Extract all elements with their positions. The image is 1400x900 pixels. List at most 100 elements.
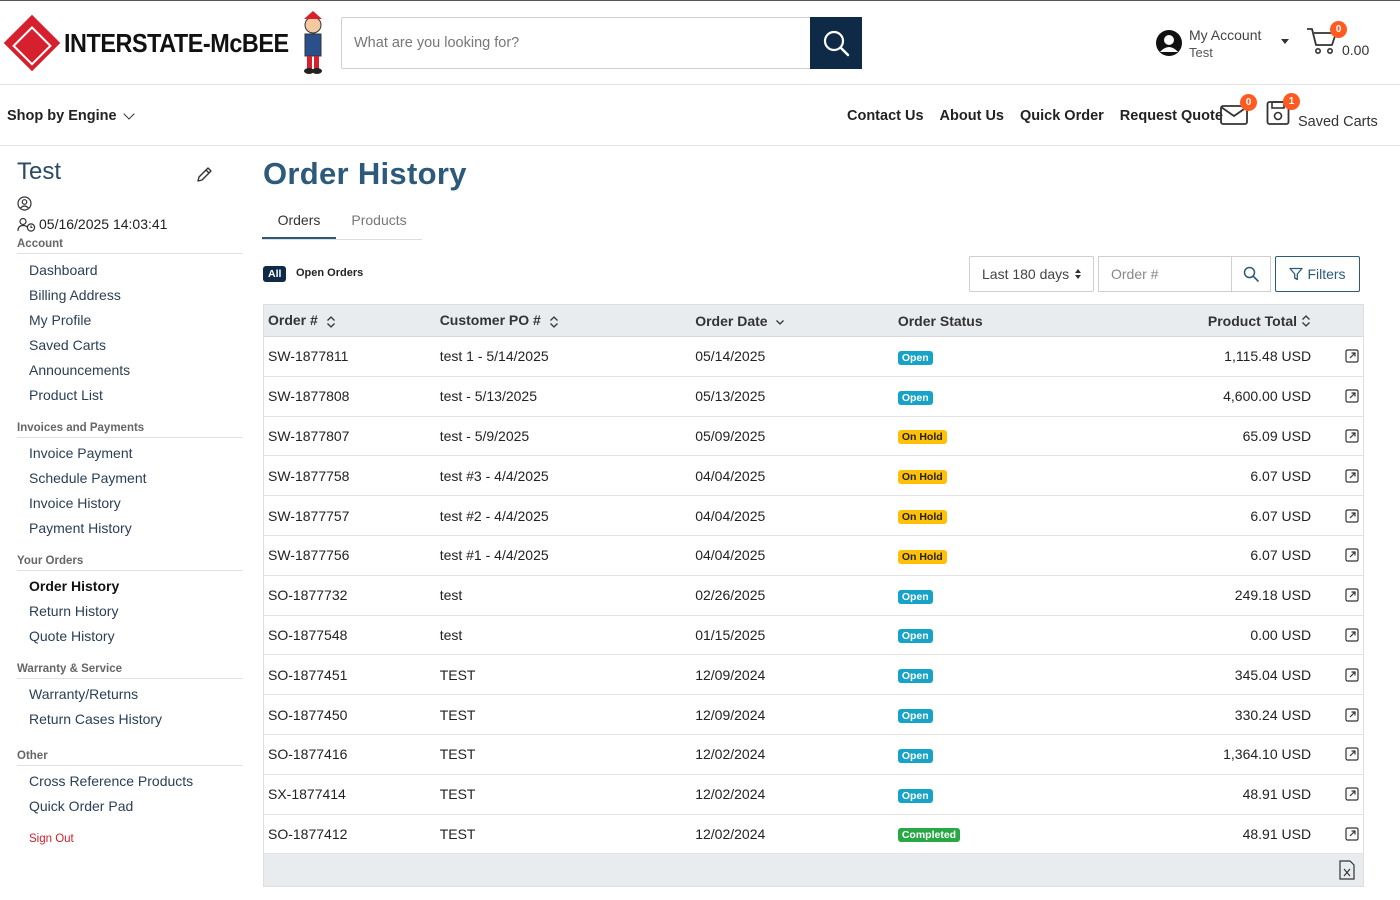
order-number-cell[interactable]: SO-1877450 xyxy=(268,706,348,723)
brand-logo[interactable]: INTERSTATE-McBEE xyxy=(3,11,314,75)
sidebar-item-saved-carts[interactable]: Saved Carts xyxy=(29,337,107,353)
mail-icon xyxy=(1220,105,1248,125)
nav-request-quote[interactable]: Request Quote xyxy=(1119,108,1223,124)
excel-export-icon[interactable] xyxy=(1339,860,1355,880)
order-date-cell: 01/15/2025 xyxy=(695,626,766,643)
sidebar-item-schedule-payment[interactable]: Schedule Payment xyxy=(29,470,147,486)
external-link-icon[interactable] xyxy=(1345,389,1359,403)
order-date-cell: 02/26/2025 xyxy=(695,587,766,604)
nav-contact-us[interactable]: Contact Us xyxy=(847,108,924,124)
external-link-icon[interactable] xyxy=(1345,747,1359,761)
sidebar-item-return-cases[interactable]: Return Cases History xyxy=(29,711,163,727)
search-button[interactable] xyxy=(810,17,862,69)
filter-all-pill[interactable]: All xyxy=(263,266,287,282)
customer-po-cell: TEST xyxy=(439,746,476,763)
nav-quick-order[interactable]: Quick Order xyxy=(1019,108,1104,124)
table-row[interactable]: SW-1877807 test - 5/9/2025 05/09/2025 On Ho… xyxy=(264,417,1363,457)
col-order-number[interactable]: Order # xyxy=(264,312,435,328)
table-row[interactable]: SO-1877416 TEST 12/02/2024 Open 1,364.10 USD xyxy=(264,735,1363,775)
table-row[interactable]: SO-1877548 test 01/15/2025 Open 0.00 USD xyxy=(264,616,1363,656)
sidebar-item-return-history[interactable]: Return History xyxy=(29,603,119,619)
tab-orders[interactable]: Orders xyxy=(262,205,336,239)
order-number-cell[interactable]: SO-1877412 xyxy=(268,825,348,842)
external-link-icon[interactable] xyxy=(1345,707,1359,722)
external-link-icon[interactable] xyxy=(1345,628,1359,642)
table-row[interactable]: SW-1877757 test #2 - 4/4/2025 04/04/2025 On… xyxy=(264,496,1363,536)
sidebar-item-quick-order-pad[interactable]: Quick Order Pad xyxy=(29,798,134,814)
order-number-cell[interactable]: SW-1877758 xyxy=(268,467,350,484)
cart-button[interactable]: 0 0.00 xyxy=(1306,21,1369,60)
table-row[interactable]: SX-1877414 TEST 12/02/2024 Open 48.91 USD xyxy=(264,775,1363,815)
nav-about-us[interactable]: About Us xyxy=(939,108,1004,124)
order-number-cell[interactable]: SO-1877732 xyxy=(268,587,348,604)
search-input[interactable] xyxy=(342,18,810,68)
product-total-cell: 48.91 USD xyxy=(1242,786,1312,803)
external-link-icon[interactable] xyxy=(1345,429,1359,443)
filters-button[interactable]: Filters xyxy=(1275,256,1360,292)
order-number-cell[interactable]: SW-1877756 xyxy=(268,547,350,564)
sidebar-item-invoice-history[interactable]: Invoice History xyxy=(29,495,121,511)
sidebar-item-billing-address[interactable]: Billing Address xyxy=(29,287,121,303)
status-badge: Open xyxy=(897,629,933,644)
order-search-button[interactable] xyxy=(1231,257,1270,291)
order-number-cell[interactable]: SO-1877416 xyxy=(268,746,348,763)
order-tabs: Orders Products xyxy=(262,205,422,240)
col-order-date[interactable]: Order Date xyxy=(690,313,893,329)
table-row[interactable]: SO-1877412 TEST 12/02/2024 Completed 48.91 U… xyxy=(264,815,1363,855)
table-row[interactable]: SW-1877758 test #3 - 4/4/2025 04/04/2025 On… xyxy=(264,456,1363,497)
tab-products[interactable]: Products xyxy=(351,212,407,228)
status-badge: On Hold xyxy=(897,549,947,564)
col-customer-po[interactable]: Customer PO # xyxy=(435,312,691,328)
sidebar-item-product-list[interactable]: Product List xyxy=(29,387,103,403)
external-link-icon[interactable] xyxy=(1345,787,1359,801)
table-row[interactable]: SW-1877756 test #1 - 4/4/2025 04/04/2025 On… xyxy=(264,536,1363,576)
external-link-icon[interactable] xyxy=(1345,349,1359,363)
order-number-cell[interactable]: SW-1877808 xyxy=(268,388,350,405)
messages-button[interactable]: 0 xyxy=(1220,94,1257,130)
order-date-cell: 12/02/2024 xyxy=(695,786,766,803)
external-link-icon[interactable] xyxy=(1345,469,1359,483)
table-row[interactable]: SO-1877450 TEST 12/09/2024 Open 330.24 USD xyxy=(264,695,1363,735)
sidebar-item-warranty-returns[interactable]: Warranty/Returns xyxy=(29,686,139,702)
external-link-icon[interactable] xyxy=(1345,548,1359,562)
external-link-icon[interactable] xyxy=(1345,827,1359,841)
order-number-cell[interactable]: SW-1877807 xyxy=(268,427,350,444)
filter-open-orders[interactable]: Open Orders xyxy=(296,267,364,279)
order-number-input[interactable] xyxy=(1099,257,1231,291)
saved-count-badge: 1 xyxy=(1283,93,1300,110)
sidebar-item-quote-history[interactable]: Quote History xyxy=(29,628,115,644)
pencil-icon[interactable] xyxy=(195,166,213,184)
order-number-cell[interactable]: SW-1877757 xyxy=(268,507,350,524)
mascot-icon xyxy=(304,11,322,74)
table-row[interactable]: SO-1877732 test 02/26/2025 Open 249.18 USD xyxy=(264,576,1363,616)
order-number-cell[interactable]: SX-1877414 xyxy=(268,786,346,803)
saved-carts-button[interactable]: 1 Saved Carts xyxy=(1266,93,1378,131)
sidebar-item-cross-reference[interactable]: Cross Reference Products xyxy=(29,773,194,789)
external-link-icon[interactable] xyxy=(1345,588,1359,602)
sign-out-link[interactable]: Sign Out xyxy=(29,833,74,845)
order-number-cell[interactable]: SO-1877451 xyxy=(268,666,348,683)
sidebar-section-warranty: Warranty & Service xyxy=(17,663,243,679)
external-link-icon[interactable] xyxy=(1345,508,1359,523)
col-product-total[interactable]: Product Total xyxy=(1097,313,1311,329)
external-link-icon[interactable] xyxy=(1345,668,1359,682)
last-login-time: 05/16/2025 14:03:41 xyxy=(39,216,168,232)
order-number-cell[interactable]: SO-1877548 xyxy=(268,626,348,643)
customer-po-cell: TEST xyxy=(439,706,476,723)
shop-by-engine-label: Shop by Engine xyxy=(7,108,117,124)
table-row[interactable]: SW-1877808 test - 5/13/2025 05/13/2025 Open… xyxy=(264,377,1363,417)
customer-po-cell: test #2 - 4/4/2025 xyxy=(439,507,549,524)
sidebar-item-payment-history[interactable]: Payment History xyxy=(29,520,132,536)
sidebar-item-announcements[interactable]: Announcements xyxy=(29,362,131,378)
sidebar-item-my-profile[interactable]: My Profile xyxy=(29,312,92,328)
table-row[interactable]: SO-1877451 TEST 12/09/2024 Open 345.04 USD xyxy=(264,655,1363,696)
table-row[interactable]: SW-1877811 test 1 - 5/14/2025 05/14/2025 Op… xyxy=(264,337,1363,377)
my-account-menu[interactable]: My Account Test xyxy=(1155,27,1290,61)
date-range-select[interactable]: Last 180 days xyxy=(969,256,1094,292)
order-number-cell[interactable]: SW-1877811 xyxy=(268,348,349,365)
filters-label: Filters xyxy=(1307,266,1346,282)
shop-by-engine-dropdown[interactable]: Shop by Engine xyxy=(7,108,135,124)
sidebar-item-order-history[interactable]: Order History xyxy=(29,578,120,594)
sidebar-item-invoice-payment[interactable]: Invoice Payment xyxy=(29,445,133,461)
sidebar-item-dashboard[interactable]: Dashboard xyxy=(29,262,98,278)
